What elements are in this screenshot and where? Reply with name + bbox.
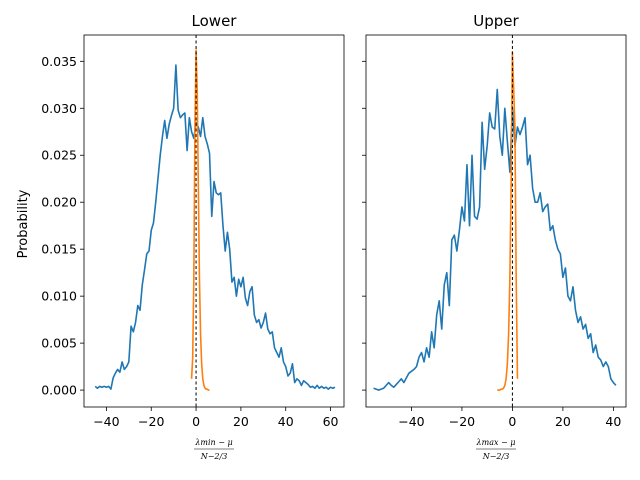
x-tick-label: 20 xyxy=(233,414,249,429)
x-tick-label: −20 xyxy=(138,414,164,429)
x-axis-label-numerator: λmax − μ xyxy=(476,438,516,447)
panel-title: Lower xyxy=(192,12,238,30)
axes-frame xyxy=(83,34,345,408)
x-tick-label: 40 xyxy=(278,414,294,429)
x-axis-label-denominator: N−2/3 xyxy=(200,452,228,461)
y-tick-label: 0.000 xyxy=(41,383,77,398)
x-tick-label: 0 xyxy=(192,414,200,429)
x-tick-label: 20 xyxy=(555,414,571,429)
tracy-widom-series-line xyxy=(190,49,210,391)
panel-lower: −40 −20 0 20 40 60 0.000 0.005 0.010 0.015 0.020 0.… xyxy=(41,12,345,461)
y-axis-label: Probability xyxy=(16,189,31,258)
y-tick-label: 0.015 xyxy=(41,242,77,257)
y-tick-label: 0.010 xyxy=(41,289,77,304)
y-tick-label: 0.030 xyxy=(41,101,77,116)
x-tick-label: −20 xyxy=(449,414,475,429)
x-tick-label: 0 xyxy=(508,414,516,429)
y-tick-label: 0.035 xyxy=(41,54,77,69)
x-tick-label: 40 xyxy=(605,414,621,429)
x-axis-label-denominator: N−2/3 xyxy=(482,452,510,461)
tracy-widom-series-line xyxy=(497,51,519,391)
empirical-series-line xyxy=(94,64,336,390)
axes-frame xyxy=(365,34,627,408)
empirical-series-line xyxy=(373,88,617,391)
x-tick-label: 60 xyxy=(323,414,339,429)
panel-upper: −40 −20 0 20 40 Upper λmax − μ N−2/3 xyxy=(362,12,627,461)
x-tick-label: −40 xyxy=(398,414,424,429)
x-axis-label-numerator: λmin − μ xyxy=(194,438,232,447)
panel-title: Upper xyxy=(473,12,519,30)
x-tick-label: −40 xyxy=(93,414,119,429)
y-tick-label: 0.025 xyxy=(41,148,77,163)
y-tick-label: 0.005 xyxy=(41,336,77,351)
y-tick-label: 0.020 xyxy=(41,195,77,210)
